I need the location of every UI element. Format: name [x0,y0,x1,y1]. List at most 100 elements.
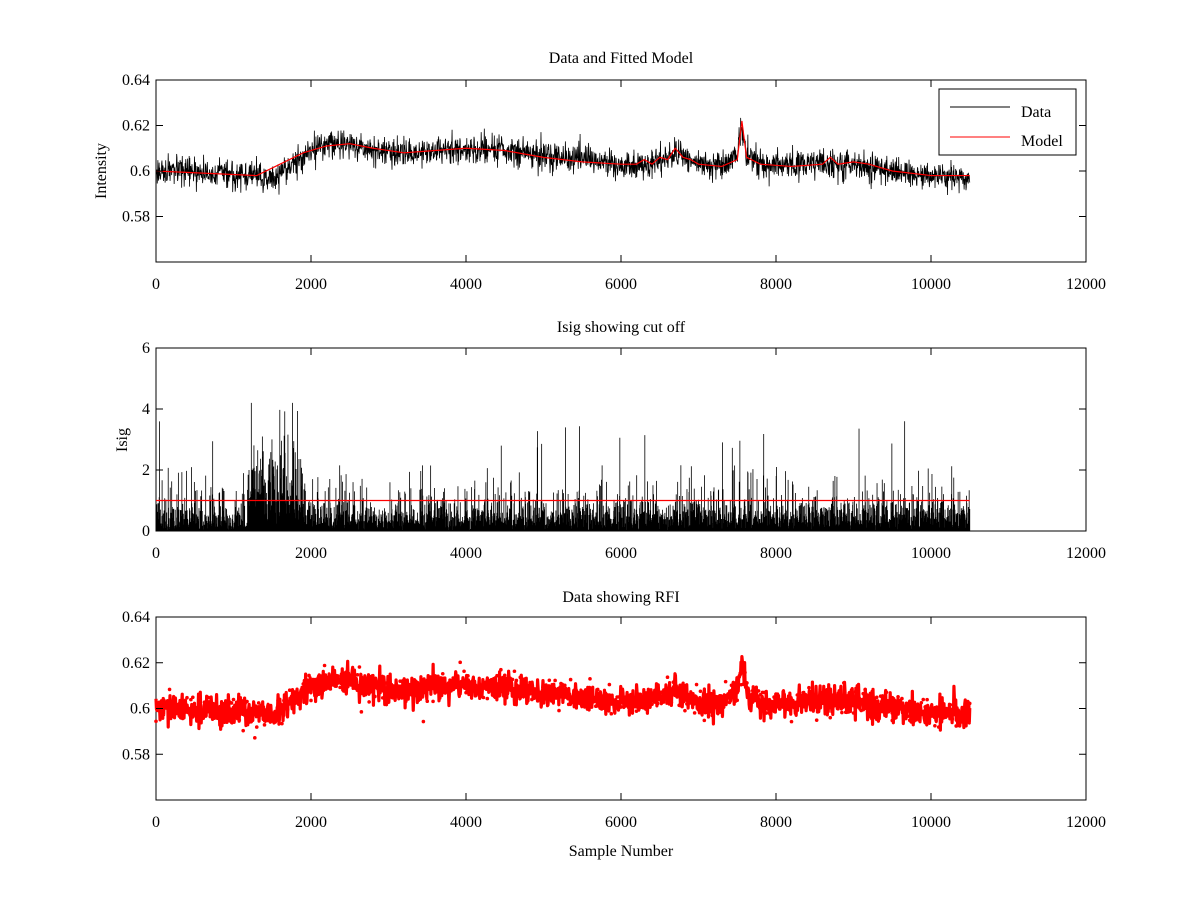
panel3-series-rfi-marker [256,701,261,705]
panel3-series-rfi-marker [456,681,461,686]
panel3-series-rfi-marker [888,703,893,708]
panel1-title: Data and Fitted Model [549,50,694,67]
panel3-series-rfi [154,654,972,740]
panel3-ytick-label: 0.64 [122,609,150,626]
panel3-series-rfi-marker [278,704,282,708]
panel3-series-rfi-marker [402,695,406,700]
panel3-series-rfi-marker [311,685,315,690]
panel3-series-rfi-marker [189,697,193,702]
panel3-series-rfi-marker [481,695,486,700]
panel2-xtick-label: 8000 [760,545,792,562]
panel3-series-rfi-marker [851,711,856,715]
panel3-series-rfi-marker [316,674,321,679]
panel3-series-rfi-marker [357,665,362,669]
panel3-xtick-label: 6000 [605,814,637,831]
panel3-series-rfi-marker [394,688,399,693]
panel3-series-rfi-marker [952,708,957,713]
panel3-series-rfi-marker [440,671,445,676]
panel3-series-rfi-marker [493,692,497,697]
panel1-xtick-label: 6000 [605,276,637,293]
panel3-series-rfi-marker [400,679,404,684]
panel3-series-rfi-marker [890,718,895,723]
panel3-series-rfi-marker [340,674,344,679]
panel3-series-rfi-marker [878,694,883,698]
panel3-series-rfi-marker [936,725,941,729]
panel3-ytick-label: 0.62 [122,655,150,672]
panel3-series-rfi-marker [502,673,507,678]
panel3-series-rfi-marker [161,701,166,705]
panel3-series-rfi-marker [355,673,360,677]
panel2-ytick-label: 2 [142,462,150,479]
panel3-series-rfi-marker [731,680,736,685]
panel3-series-rfi-marker [836,706,840,711]
panel3-series-rfi-marker [305,678,309,682]
panel3-series-rfi-marker [475,692,480,696]
panel3-ticks: 0 2000 4000 6000 8000 10000 12000 0.58 0.6 0.62 0.… [122,609,1106,831]
panel3-series-rfi-marker [497,691,501,696]
panel3-series-rfi-marker [905,714,910,719]
panel3-series-rfi-marker [216,708,220,713]
panel2-xtick-label: 12000 [1066,545,1106,562]
panel3-series-rfi-marker [756,689,761,693]
panel3-series-rfi-marker [966,714,970,719]
panel3-series-rfi-marker [685,702,689,706]
panel3-series-rfi-marker [654,696,658,701]
panel3-series-rfi-marker [570,700,575,705]
panel3-series-rfi-marker [245,699,249,704]
panel3-series-rfi-marker [462,669,466,674]
panel3-series-rfi-marker [859,708,864,713]
panel2-series-isig [155,402,971,531]
panel3-series-rfi-marker [318,688,323,693]
panel3-series-rfi-marker [772,695,776,699]
legend-box [938,88,1077,156]
panel3-series-rfi-marker [712,701,716,706]
panel3-series-rfi-marker [832,693,836,697]
panel3-series-rfi-marker [347,682,352,686]
panel3-series-rfi-marker [595,687,600,692]
panel3-series-rfi-marker [799,702,803,706]
panel2-ytick-label: 0 [142,523,150,540]
panel3-series-rfi-marker [750,688,755,693]
panel3-series-rfi-marker [842,681,846,685]
panel-data-and-fitted-model: 0 2000 4000 6000 8000 10000 12000 0.58 0.6 0.62 0.… [93,50,1106,293]
panel3-series-rfi-marker [528,692,532,696]
panel3-series-rfi-marker [816,707,821,711]
panel3-series-rfi-marker [297,691,302,696]
panel3-series-rfi-marker [762,690,767,695]
panel3-series-rfi-marker [727,700,732,705]
panel3-series-rfi-marker [470,685,474,689]
panel2-xtick-label: 4000 [450,545,482,562]
panel3-title: Data showing RFI [562,589,679,606]
panel3-series-rfi-marker [444,685,449,689]
panel3-series-rfi-marker [251,711,255,715]
panel3-series-rfi-marker [417,694,422,699]
panel1-xtick-label: 8000 [760,276,792,293]
panel3-series-rfi-marker [198,709,203,714]
panel3-series-rfi-marker [621,695,625,700]
panel3-series-rfi-marker [431,699,435,704]
panel3-series-rfi-marker [483,683,488,687]
panel3-series-rfi-marker [175,711,180,716]
panel3-series-rfi-marker [626,701,631,705]
panel3-series-rfi-marker [547,678,552,683]
panel3-series-rfi-marker [696,703,701,708]
panel1-xtick-label: 2000 [295,276,327,293]
panel3-series-rfi-marker [359,710,364,714]
panel3-series-rfi-marker [764,711,769,715]
panel3-series-rfi-marker [220,718,224,722]
panel3-series-rfi-marker [324,675,329,680]
panel1-ytick-label: 0.58 [122,209,150,226]
panel3-series-rfi-marker [601,706,606,710]
panel3-series-rfi-marker [927,714,931,719]
panel3-series-rfi-marker [280,721,284,726]
panel3-series-rfi-marker [332,679,337,683]
panel3-series-rfi-marker [533,689,538,694]
panel3-series-rfi-marker [388,688,393,693]
panel3-series-rfi-marker [745,681,749,685]
panel3-series-rfi-marker [861,691,865,696]
panel3-xtick-label: 8000 [760,814,792,831]
panel3-series-rfi-marker [200,712,205,717]
panel3-series-rfi-marker [272,719,276,723]
panel3-xtick-label: 0 [152,814,160,831]
panel3-series-rfi-marker [640,697,645,701]
